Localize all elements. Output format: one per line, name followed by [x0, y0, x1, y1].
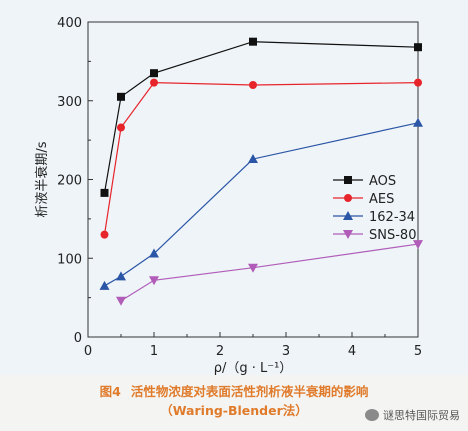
- legend-marker: [344, 194, 352, 202]
- data-point-162-34: [99, 280, 110, 290]
- data-point-sns-80: [413, 240, 423, 250]
- watermark-text: 谜思特国际贸易: [383, 409, 460, 422]
- x-tick-label: 3: [282, 344, 290, 359]
- data-point-aos: [249, 37, 257, 46]
- data-point-aes: [117, 123, 125, 132]
- data-point-162-34: [413, 117, 423, 127]
- data-point-aes: [414, 78, 422, 87]
- data-point-sns-80: [149, 276, 159, 286]
- y-tick-label: 300: [57, 95, 82, 110]
- figure-caption: 图4 活性物浓度对表面活性剂析液半衰期的影响 （Waring-Blender法）: [0, 382, 468, 420]
- caption-line-2: （Waring-Blender法）: [160, 403, 308, 418]
- figure: 0 1 2 3 4 5 0 100 200 300 400 ρ/（g · L⁻¹） 析液半衰期/s AOS…: [34, 16, 423, 375]
- x-tick-label: 4: [348, 344, 356, 359]
- data-point-sns-80: [248, 263, 258, 273]
- data-point-aos: [117, 92, 125, 101]
- legend-label: 162-34: [369, 210, 415, 225]
- data-point-aos: [150, 69, 158, 78]
- caption-number: 图4: [99, 384, 121, 399]
- data-point-162-34: [248, 154, 258, 164]
- y-tick-label: 200: [57, 174, 82, 189]
- legend-label: SNS-80: [369, 228, 416, 243]
- data-point-162-34: [116, 271, 126, 281]
- legend-marker: [343, 230, 353, 239]
- series-line-sns-80: [120, 243, 419, 302]
- legend-marker: [344, 176, 352, 184]
- x-axis-title: ρ/（g · L⁻¹）: [214, 361, 293, 375]
- x-tick-label: 1: [150, 344, 158, 359]
- legend-label: AES: [369, 192, 394, 207]
- x-tick-label: 0: [84, 344, 92, 359]
- series-line-aos: [103, 41, 419, 193]
- legend-label: AOS: [369, 174, 396, 189]
- y-tick-label: 100: [57, 252, 82, 267]
- legend-marker: [343, 211, 353, 220]
- data-point-sns-80: [116, 296, 126, 306]
- line-chart: 0 1 2 3 4 5 0 100 200 300 400 ρ/（g · L⁻¹） 析液半衰期/s AOS…: [34, 16, 423, 375]
- data-point-aes: [100, 230, 109, 239]
- caption-line-1: 图4 活性物浓度对表面活性剂析液半衰期的影响: [0, 382, 468, 401]
- x-tick-label: 5: [414, 344, 422, 359]
- data-point-aes: [150, 78, 158, 87]
- data-point-aos: [100, 188, 109, 197]
- wechat-icon: [365, 409, 379, 421]
- watermark: 谜思特国际贸易: [365, 407, 460, 423]
- caption-title: 活性物浓度对表面活性剂析液半衰期的影响: [130, 384, 369, 399]
- data-point-aes: [249, 81, 257, 89]
- y-tick-label: 400: [57, 16, 82, 31]
- y-tick-label: 0: [74, 331, 82, 346]
- data-point-aos: [414, 43, 422, 52]
- data-point-162-34: [149, 248, 159, 258]
- x-tick-label: 2: [216, 344, 224, 359]
- y-axis-title: 析液半衰期/s: [34, 141, 50, 217]
